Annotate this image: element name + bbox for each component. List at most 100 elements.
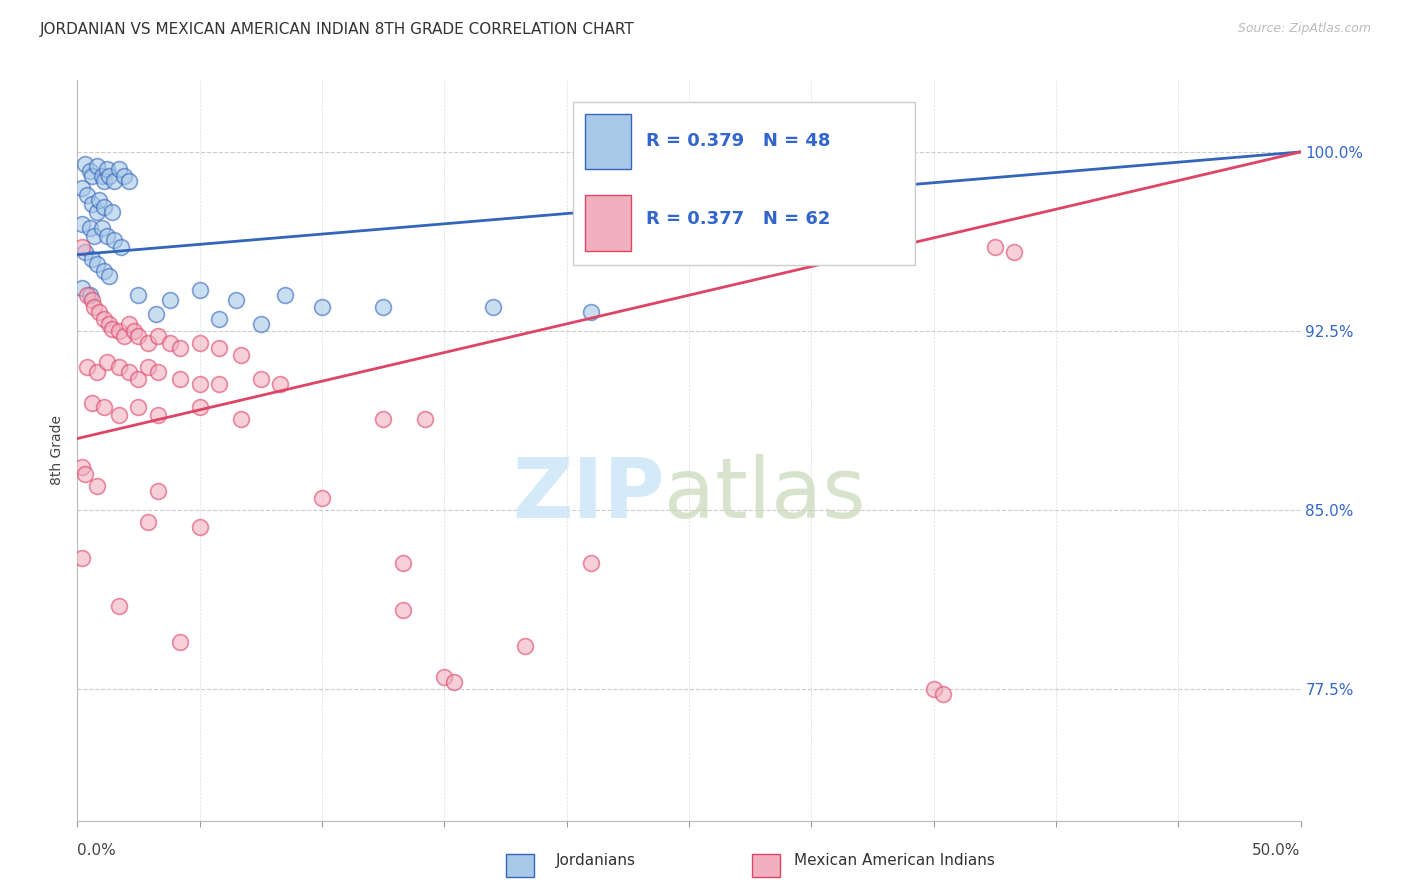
Point bbox=[100, 321, 122, 335]
Point bbox=[70, 550, 93, 565]
Point bbox=[513, 640, 536, 654]
Point bbox=[1002, 245, 1025, 260]
Point bbox=[80, 293, 103, 307]
Point bbox=[371, 412, 394, 426]
Point bbox=[727, 157, 749, 171]
Point bbox=[274, 288, 297, 302]
Point bbox=[269, 376, 291, 391]
Point bbox=[311, 300, 333, 314]
Point bbox=[208, 312, 231, 326]
Point bbox=[188, 401, 211, 415]
Point bbox=[128, 328, 150, 343]
Point bbox=[76, 288, 98, 302]
Point bbox=[136, 359, 159, 374]
Point bbox=[93, 264, 115, 278]
Point bbox=[83, 300, 105, 314]
Point bbox=[146, 365, 169, 379]
Text: Jordanians: Jordanians bbox=[555, 854, 636, 868]
Point bbox=[80, 169, 103, 183]
Bar bbox=[752, 854, 780, 877]
Point bbox=[93, 401, 115, 415]
Point bbox=[391, 603, 413, 617]
Point bbox=[98, 317, 121, 331]
Point bbox=[159, 336, 181, 351]
Point bbox=[79, 164, 101, 178]
Point bbox=[89, 193, 111, 207]
Point bbox=[159, 293, 181, 307]
Point bbox=[146, 408, 169, 422]
Point bbox=[70, 240, 93, 254]
Text: Source: ZipAtlas.com: Source: ZipAtlas.com bbox=[1237, 22, 1371, 36]
Point bbox=[73, 245, 96, 260]
Point bbox=[311, 491, 333, 506]
Point bbox=[169, 634, 191, 648]
Point bbox=[122, 324, 145, 338]
Point bbox=[188, 284, 211, 298]
Point bbox=[86, 159, 108, 173]
Point bbox=[80, 395, 103, 409]
Point bbox=[98, 169, 121, 183]
Point bbox=[112, 328, 135, 343]
Bar bbox=[506, 854, 534, 877]
Point bbox=[90, 221, 112, 235]
Point bbox=[70, 180, 93, 194]
Point bbox=[188, 336, 211, 351]
Point bbox=[128, 401, 150, 415]
Point bbox=[443, 675, 465, 690]
Bar bbox=[585, 195, 631, 251]
Point bbox=[112, 169, 135, 183]
Point bbox=[90, 169, 112, 183]
Point bbox=[579, 305, 602, 319]
Point bbox=[86, 257, 108, 271]
Point bbox=[79, 221, 101, 235]
Point bbox=[413, 412, 436, 426]
Point bbox=[70, 217, 93, 231]
Point bbox=[250, 317, 273, 331]
Text: JORDANIAN VS MEXICAN AMERICAN INDIAN 8TH GRADE CORRELATION CHART: JORDANIAN VS MEXICAN AMERICAN INDIAN 8TH… bbox=[39, 22, 634, 37]
Point bbox=[922, 682, 945, 697]
Point bbox=[482, 300, 505, 314]
Point bbox=[110, 240, 132, 254]
Point bbox=[108, 324, 131, 338]
Point bbox=[103, 173, 125, 187]
Y-axis label: 8th Grade: 8th Grade bbox=[51, 416, 65, 485]
Point bbox=[103, 233, 125, 247]
Point bbox=[86, 204, 108, 219]
Point bbox=[250, 372, 273, 386]
Point bbox=[76, 188, 98, 202]
Point bbox=[128, 288, 150, 302]
Point bbox=[787, 161, 810, 176]
Point bbox=[145, 307, 167, 321]
Point bbox=[108, 408, 131, 422]
Point bbox=[76, 359, 98, 374]
Point bbox=[80, 252, 103, 267]
Point bbox=[690, 150, 713, 164]
Point bbox=[984, 240, 1007, 254]
Point bbox=[93, 200, 115, 214]
Point bbox=[118, 365, 141, 379]
Point bbox=[136, 336, 159, 351]
Text: R = 0.379   N = 48: R = 0.379 N = 48 bbox=[647, 132, 831, 150]
Point bbox=[86, 365, 108, 379]
Point bbox=[391, 556, 413, 570]
Text: atlas: atlas bbox=[665, 454, 866, 535]
Point bbox=[98, 269, 121, 284]
Point bbox=[96, 228, 118, 243]
Point bbox=[80, 197, 103, 211]
Point bbox=[86, 479, 108, 493]
Point bbox=[73, 467, 96, 482]
Point bbox=[108, 161, 131, 176]
Point bbox=[225, 293, 247, 307]
Point bbox=[108, 359, 131, 374]
Point bbox=[118, 317, 141, 331]
Text: Mexican American Indians: Mexican American Indians bbox=[794, 854, 995, 868]
Point bbox=[188, 376, 211, 391]
Point bbox=[96, 355, 118, 369]
Text: 50.0%: 50.0% bbox=[1253, 843, 1301, 858]
Point bbox=[208, 376, 231, 391]
Point bbox=[73, 157, 96, 171]
Point bbox=[188, 520, 211, 534]
Point bbox=[169, 341, 191, 355]
Point bbox=[146, 328, 169, 343]
Point bbox=[93, 173, 115, 187]
